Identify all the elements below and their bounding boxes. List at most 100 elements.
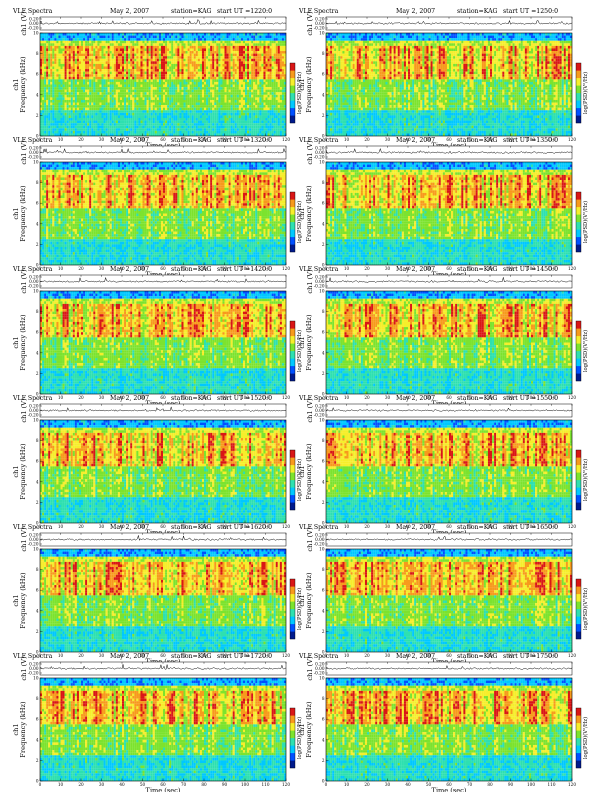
spectrogram-cell	[67, 100, 69, 103]
spectrogram-cell	[95, 121, 97, 124]
spectrogram-cell	[102, 115, 104, 118]
spectrogram-cell	[69, 121, 71, 124]
spectrogram-cell	[104, 82, 106, 85]
spectrogram-cell	[77, 48, 79, 51]
spectrogram-cell	[114, 61, 116, 64]
spectrogram-cell	[87, 38, 89, 41]
spectrogram-cell	[110, 123, 112, 126]
spectrogram-cell	[69, 33, 71, 36]
spectrogram-cell	[65, 33, 67, 36]
spectrogram-cell	[61, 95, 63, 98]
spectrogram-cell	[46, 64, 48, 67]
spectrogram-cell	[79, 126, 81, 129]
spectrogram-cell	[42, 43, 44, 46]
spectrogram-cell	[87, 79, 89, 82]
spectrogram-cell	[118, 95, 120, 98]
spectrogram-cell	[102, 118, 104, 121]
spectrogram-cell	[153, 82, 155, 85]
spectrogram-cell	[54, 115, 56, 118]
spectrogram-cell	[61, 97, 63, 100]
spectrogram-cell	[104, 95, 106, 98]
spectrogram-cell	[46, 95, 48, 98]
spectrogram-cell	[132, 92, 134, 95]
spectrogram-cell	[54, 105, 56, 108]
spectrogram-cell	[79, 69, 81, 72]
spectrogram-cell	[130, 56, 132, 59]
spectrogram-cell	[126, 33, 128, 36]
spectrogram-cell	[69, 103, 71, 106]
spectrogram-cell	[145, 123, 147, 126]
spectrogram-cell	[61, 113, 63, 116]
spectrogram-cell	[106, 64, 108, 67]
spectrogram-cell	[132, 82, 134, 85]
spectrogram-cell	[132, 108, 134, 111]
spectrogram-cell	[61, 54, 63, 57]
spectrogram-cell	[155, 46, 157, 49]
spectrogram-cell	[81, 72, 83, 75]
spectrogram-cell	[63, 113, 65, 116]
spectrogram-cell	[136, 95, 138, 98]
spectrogram-cell	[63, 118, 65, 121]
spectrogram-cell	[149, 51, 151, 54]
spectrogram-cell	[132, 56, 134, 59]
spectrogram-cell	[40, 133, 42, 136]
spectrogram-cell	[87, 90, 89, 93]
spectrogram-cell	[44, 90, 46, 93]
spectrogram-cell	[93, 92, 95, 95]
spectrogram-cell	[69, 64, 71, 67]
spectrogram-cell	[54, 61, 56, 64]
spectrogram-cell	[99, 123, 101, 126]
spectrogram-cell	[132, 69, 134, 72]
spectrogram-cell	[128, 66, 130, 69]
spectrogram-cell	[102, 128, 104, 131]
spectrogram-cell	[81, 77, 83, 80]
spectrogram-cell	[42, 128, 44, 131]
spectrogram-cell	[83, 61, 85, 64]
spectrogram-cell	[48, 61, 50, 64]
spectrogram-cell	[112, 38, 114, 41]
spectrogram-cell	[46, 74, 48, 77]
spectrogram-cell	[97, 90, 99, 93]
spectrogram-cell	[63, 123, 65, 126]
spectrogram-cell	[120, 128, 122, 131]
spectrogram-cell	[138, 126, 140, 129]
spectrogram-cell	[79, 79, 81, 82]
spectrogram-cell	[81, 69, 83, 72]
spectrogram-cell	[67, 36, 69, 39]
spectrogram-cell	[155, 79, 157, 82]
spectrogram-cell	[102, 48, 104, 51]
spectrogram-cell	[153, 90, 155, 93]
panel-title: VLF Spectra	[12, 8, 53, 15]
spectrogram-cell	[79, 100, 81, 103]
spectrogram-cell	[136, 77, 138, 80]
spectrogram-cell	[87, 56, 89, 59]
spectrogram-cell	[63, 41, 65, 44]
spectrogram-cell	[126, 113, 128, 116]
spectrogram-cell	[48, 90, 50, 93]
spectrogram-cell	[108, 95, 110, 98]
spectrogram-cell	[114, 126, 116, 129]
spectrogram-cell	[48, 115, 50, 118]
spectrogram-cell	[73, 97, 75, 100]
spectrogram-cell	[108, 56, 110, 59]
spectrogram-cell	[40, 105, 42, 108]
spectrogram-cell	[120, 118, 122, 121]
spectrogram-cell	[153, 103, 155, 106]
spectrogram-cell	[151, 121, 153, 124]
spectrogram-cell	[106, 79, 108, 82]
spectrogram-cell	[87, 66, 89, 69]
spectrogram-cell	[104, 41, 106, 44]
spectrogram-cell	[79, 77, 81, 80]
spectrogram-cell	[149, 95, 151, 98]
spectrogram-cell	[52, 61, 54, 64]
spectrogram-cell	[52, 100, 54, 103]
spectrogram-cell	[143, 59, 145, 62]
spectrogram-cell	[149, 43, 151, 46]
spectrogram-cell	[138, 110, 140, 113]
spectrogram-cell	[69, 59, 71, 62]
spectrogram-cell	[138, 82, 140, 85]
spectrogram-cell	[114, 82, 116, 85]
spectrogram-cell	[134, 64, 136, 67]
spectrogram-cell	[136, 74, 138, 77]
spectrogram-cell	[149, 79, 151, 82]
